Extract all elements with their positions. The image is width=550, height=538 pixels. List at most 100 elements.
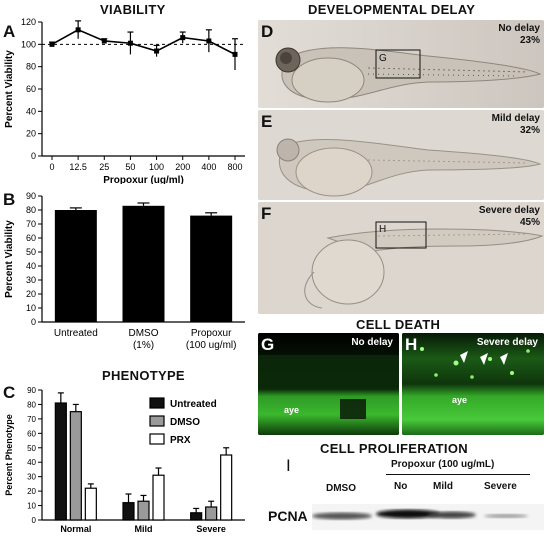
bar-prx [220,454,233,521]
y-tick-label: 70 [26,219,36,229]
y-tick-label: 10 [27,502,36,511]
legend-swatch [149,415,165,427]
bar-untreated [122,502,135,521]
panel-label-d: D [261,22,274,41]
cell-death-title: CELL DEATH [356,317,441,332]
data-point [127,40,133,46]
aye-label-g: aye [284,405,300,415]
pcna-blot-bands [312,504,544,530]
severe-delay-percent: 45% [519,217,540,228]
y-tick-label: 80 [27,400,36,409]
fluorescence-image-no-delay: aye No delay [258,333,399,435]
y-tick-label: 80 [26,62,36,72]
aye-label-h: aye [452,395,468,405]
data-point [75,27,81,33]
y-tick-label: 10 [26,303,36,313]
data-point [206,38,212,44]
y-tick-label: 30 [26,275,36,285]
x-tick-label: 50 [125,162,135,172]
lane-label-no: No [394,481,408,492]
data-point [180,35,186,41]
cell-proliferation-title: CELL PROLIFERATION [320,441,468,456]
y-tick-label: 60 [26,84,36,94]
x-tick-label: DMSO [129,328,159,339]
x-tick-label: 12.5 [69,162,87,172]
pcna-row-label: PCNA [268,508,308,524]
no-delay-death-label: No delay [351,337,393,348]
box-label-g: G [379,53,387,64]
legend-label: PRX [170,435,191,446]
blot-header-rule [386,474,530,475]
no-delay-label: No delay 23% [498,23,540,46]
x-tick-label: Normal [60,524,91,534]
y-tick-label: 90 [26,191,36,201]
panel-label-h: H [405,335,418,354]
bar-dmso [205,506,218,521]
bar [54,210,97,322]
y-tick-label: 40 [27,458,36,467]
x-tick-label: Mild [135,524,153,534]
data-point [154,48,160,54]
embryo-image-severe-delay: H Severe delay 45% [258,202,544,314]
y-tick-label: 50 [27,444,36,453]
bar [190,215,233,322]
legend-swatch [149,433,165,445]
panel-label-c: C [3,383,16,402]
x-tick-label: 25 [99,162,109,172]
y-tick-label: 0 [31,317,36,327]
viability-bar-chart: 0 10 20 30 40 50 60 70 80 90 Untreated DMSO(1%) Prop… [4,191,245,351]
x-tick-label: 200 [175,162,190,172]
fluorescence-image-severe-delay: aye Severe delay [402,333,544,435]
y-axis-label: Percent Phenotype [4,414,14,496]
no-delay-percent: 23% [519,35,540,46]
panel-label-g: G [261,335,275,354]
x-axis-label: Propoxur (ug/ml) [103,175,184,184]
y-tick-label: 60 [27,429,36,438]
bar [122,205,165,322]
y-tick-label: 30 [27,473,36,482]
y-tick-label: 20 [27,487,36,496]
severe-delay-label: Severe delay 45% [478,205,540,228]
x-tick-label: (1%) [133,340,154,351]
panel-label-i: I [286,456,291,475]
phenotype-title: PHENOTYPE [102,368,185,383]
bar-dmso [137,500,150,521]
viability-title: VIABILITY [100,2,166,17]
panel-label-b: B [3,190,16,209]
x-tick-label: 800 [227,162,242,172]
y-axis-label: Percent Viability [4,50,15,128]
viability-line-chart: 0 20 40 60 80 100 120 0 12.5 25 50 100 200 400 800 Prop… [4,17,245,184]
phenotype-bar-chart: 0 10 20 30 40 50 60 70 80 90 Normal Mild Severe Untre… [4,386,245,534]
panel-label-e: E [261,112,273,131]
y-tick-label: 40 [26,261,36,271]
panel-label-f: F [261,204,272,223]
y-axis-label: Percent Viability [4,220,15,298]
y-tick-label: 50 [26,247,36,257]
panel-label-a: A [3,22,16,41]
data-point [49,41,55,47]
bar-untreated [190,512,203,521]
y-tick-label: 60 [26,233,36,243]
severe-delay-death-label: Severe delay [476,337,538,348]
mild-delay-label: Mild delay 32% [491,113,540,136]
blot-treatment-header: Propoxur (100 ug/mL) [391,459,495,470]
x-tick-label: Untreated [54,328,98,339]
y-tick-label: 20 [26,129,36,139]
x-tick-label: Propoxur [191,328,232,339]
y-tick-label: 20 [26,289,36,299]
data-point [101,38,107,44]
bar-untreated [54,402,67,521]
y-tick-label: 80 [26,205,36,215]
x-tick-label: Severe [196,524,226,534]
y-tick-label: 70 [27,415,36,424]
legend-label: DMSO [170,417,200,428]
x-tick-label: 100 [149,162,164,172]
mild-delay-percent: 32% [519,125,540,136]
data-point [232,51,238,57]
y-tick-label: 0 [31,151,36,161]
developmental-delay-title: DEVELOPMENTAL DELAY [308,2,476,17]
bar-prx [84,487,97,521]
x-tick-label: (100 ug/ml) [186,340,237,351]
y-tick-label: 40 [26,106,36,116]
x-tick-label: 400 [201,162,216,172]
